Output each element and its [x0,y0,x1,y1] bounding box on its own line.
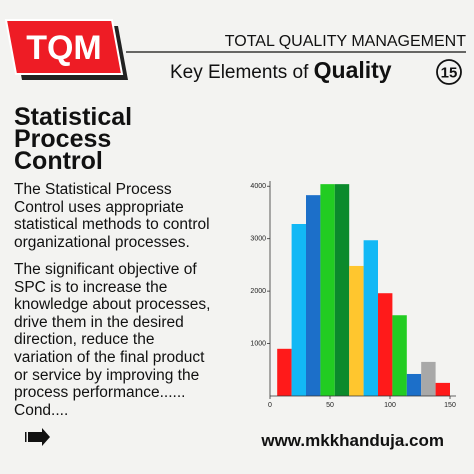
arrow-icon [30,428,50,446]
title-line: Process [14,125,112,153]
logo-badge [4,19,124,75]
bar [363,240,378,396]
bar [306,195,321,396]
header-subtitle: Key Elements of Quality [170,57,392,83]
footer-url: www.mkkhanduja.com [260,431,444,450]
x-tick-label: 100 [384,402,396,409]
paragraph: The significant objective of SPC is to in… [14,261,210,419]
bar [378,293,393,396]
x-tick-label: 150 [444,402,456,409]
paragraph-line: organizational processes. [14,233,190,251]
bar [291,224,306,396]
bar [392,315,407,396]
title-line: Control [14,147,103,175]
paragraph-line: or service by improving the [14,366,200,384]
bar [435,382,450,396]
paragraph-line: SPC is to increase the [14,278,168,296]
arrow-bar [28,432,30,442]
paragraph-line: drive them in the desired [14,313,184,331]
header-number: 15 [441,65,458,82]
section-title: Statistical Process Control [14,103,133,175]
x-tick-label: 50 [326,402,334,409]
paragraph-line: The significant objective of [14,261,197,278]
y-tick-label: 2000 [250,288,266,295]
paragraph-line: direction, reduce the [14,331,155,349]
y-tick-label: 3000 [250,236,266,243]
x-tick-label: 0 [268,402,272,409]
paragraph-line: variation of the final product [14,348,205,366]
paragraph-line: Control uses appropriate [14,198,184,216]
paragraph-line: The Statistical Process [14,181,172,198]
y-tick-label: 1000 [250,340,266,347]
bar [334,184,350,396]
bar [421,361,436,396]
bar [406,373,422,396]
paragraph-line: statistical methods to control [14,216,210,234]
bar [320,184,335,396]
y-tick-label: 4000 [250,183,266,190]
header-title: TOTAL QUALITY MANAGEMENT [225,33,466,50]
logo-text: TQM [26,29,102,67]
paragraph-line: process performance...... [14,384,186,402]
bar [277,348,292,396]
paragraph-line: knowledge about processes, [14,296,211,314]
paragraph: The Statistical Process Control uses appr… [14,181,210,251]
arrow-bar [25,432,27,442]
paragraph-line: Cond.... [14,401,69,419]
title-line: Statistical [14,103,133,131]
number-circle [436,59,462,85]
bar [349,265,364,396]
